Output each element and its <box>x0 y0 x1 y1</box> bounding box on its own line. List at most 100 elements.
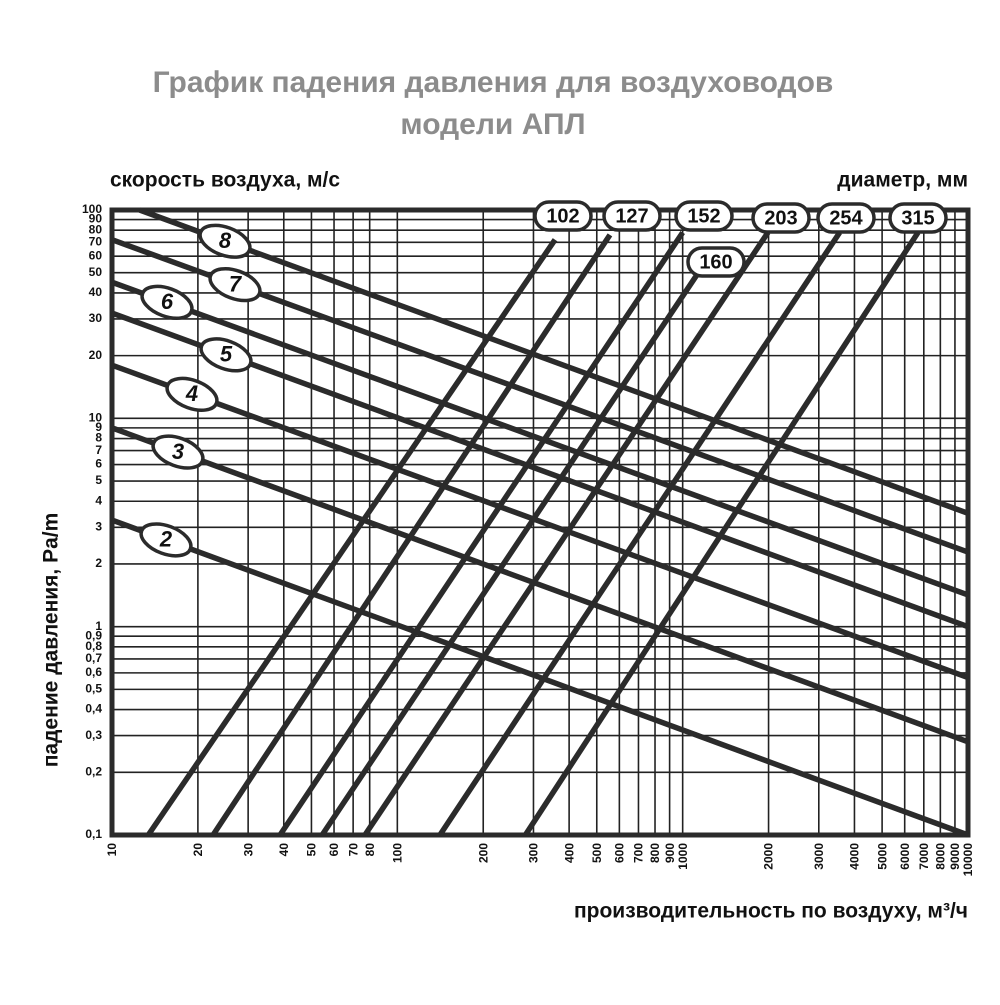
x-tick-label: 300 <box>527 843 541 863</box>
series-label: 4 <box>185 381 198 406</box>
series-label: 7 <box>229 271 243 296</box>
y-tick-label: 1 <box>95 619 102 633</box>
x-tick-label: 600 <box>613 843 627 863</box>
y-tick-label: 40 <box>89 285 103 299</box>
x-tick-label: 800 <box>648 843 662 863</box>
x-tick-label: 6000 <box>898 843 912 870</box>
y-tick-label: 5 <box>95 473 102 487</box>
series-line <box>111 362 969 681</box>
y-tick-label: 60 <box>89 248 103 262</box>
series-label: 127 <box>615 205 648 227</box>
x-tick-label: 20 <box>191 843 205 857</box>
label-badge <box>198 223 252 259</box>
x-tick-label: 1000 <box>676 843 690 870</box>
series-line <box>111 517 969 838</box>
y-tick-label: 20 <box>89 348 103 362</box>
series-label: 2 <box>159 527 173 552</box>
y-tick-label: 9 <box>95 420 102 434</box>
label-badge <box>165 376 219 412</box>
x-tick-label: 2000 <box>762 843 776 870</box>
series-label: 203 <box>764 207 797 229</box>
y-tick-label: 0,4 <box>85 702 102 716</box>
y-tick-label: 0,9 <box>85 628 102 642</box>
x-tick-label: 700 <box>632 843 646 863</box>
y-tick-label: 0,8 <box>85 639 102 653</box>
y-tick-label: 30 <box>89 311 103 325</box>
label-badge <box>674 200 734 232</box>
y-tick-label: 90 <box>89 212 103 226</box>
y-tick-label: 80 <box>89 222 103 236</box>
velocity-label: 8 <box>198 223 252 259</box>
series-line <box>319 268 703 837</box>
velocity-label: 3 <box>151 434 205 470</box>
series-label: 5 <box>220 342 233 367</box>
x-tick-label: 400 <box>562 843 576 863</box>
y-tick-label: 0,1 <box>85 827 102 841</box>
chart-subtitle: модели АПЛ <box>400 108 585 141</box>
series-line <box>111 279 969 598</box>
x-tick-label: 70 <box>346 843 360 857</box>
y-tick-label: 100 <box>82 202 102 216</box>
series-line <box>111 310 969 630</box>
series-line <box>138 207 969 516</box>
velocity-label: 5 <box>199 337 253 373</box>
y-tick-label: 0,6 <box>85 665 102 679</box>
y-tick-label: 8 <box>95 431 102 445</box>
x-tick-label: 200 <box>476 843 490 863</box>
label-badge <box>816 202 876 234</box>
y-tick-label: 50 <box>89 265 103 279</box>
series-label: 315 <box>901 207 934 229</box>
label-badge <box>151 434 205 470</box>
y-tick-label: 6 <box>95 457 102 471</box>
x-tick-label: 500 <box>590 843 604 863</box>
y-tick-label: 4 <box>95 493 102 507</box>
series-label: 102 <box>546 205 579 227</box>
x-tick-label: 40 <box>277 843 291 857</box>
velocity-label: скорость воздуха, м/с <box>110 169 340 192</box>
series-line <box>437 230 842 837</box>
velocity-label: 2 <box>139 522 193 558</box>
x-tick-label: 100 <box>391 843 405 863</box>
label-badge <box>602 200 662 232</box>
diameter-label: диаметр, мм <box>837 169 968 192</box>
x-tick-label: 60 <box>327 843 341 857</box>
y-tick-label: 0,2 <box>85 764 102 778</box>
y-tick-label: 0,7 <box>85 651 102 665</box>
series-label: 254 <box>829 207 863 229</box>
velocity-label: 6 <box>140 284 194 320</box>
x-tick-label: 80 <box>363 843 377 857</box>
series-label: 152 <box>687 205 720 227</box>
y-tick-label: 0,5 <box>85 682 102 696</box>
x-tick-label: 10000 <box>961 843 975 877</box>
x-tick-label: 50 <box>305 843 319 857</box>
x-tick-label: 7000 <box>917 843 931 870</box>
x-tick-label: 9000 <box>948 843 962 870</box>
x-tick-label: 4000 <box>848 843 862 870</box>
x-tick-label: 30 <box>241 843 255 857</box>
series-label: 160 <box>699 251 732 273</box>
label-badge <box>888 202 948 234</box>
x-tick-label: 3000 <box>812 843 826 870</box>
series-label: 3 <box>172 439 184 464</box>
x-tick-label: 900 <box>663 843 677 863</box>
y-tick-label: 10 <box>89 411 103 425</box>
x-tick-label: 10 <box>105 843 119 857</box>
chart-title: График падения давления для воздуховодов <box>153 66 834 99</box>
label-badge <box>208 266 262 303</box>
series-line <box>277 230 685 837</box>
series-label: 8 <box>219 228 232 253</box>
y-tick-label: 0,3 <box>85 728 102 742</box>
y-tick-label: 7 <box>95 443 102 457</box>
y-tick-label: 2 <box>95 556 102 570</box>
label-badge <box>751 202 811 234</box>
series-line <box>111 425 969 745</box>
x-tick-label: 8000 <box>934 843 948 870</box>
y-tick-label: 3 <box>95 519 102 533</box>
label-badge <box>139 522 193 558</box>
y-tick-label: 70 <box>89 234 103 248</box>
x-axis-label: производительность по воздуху, м³/ч <box>574 900 968 923</box>
series-label: 6 <box>161 289 174 314</box>
y-axis-label: падение давления, Pa/m <box>40 513 63 768</box>
label-badge <box>140 284 194 320</box>
